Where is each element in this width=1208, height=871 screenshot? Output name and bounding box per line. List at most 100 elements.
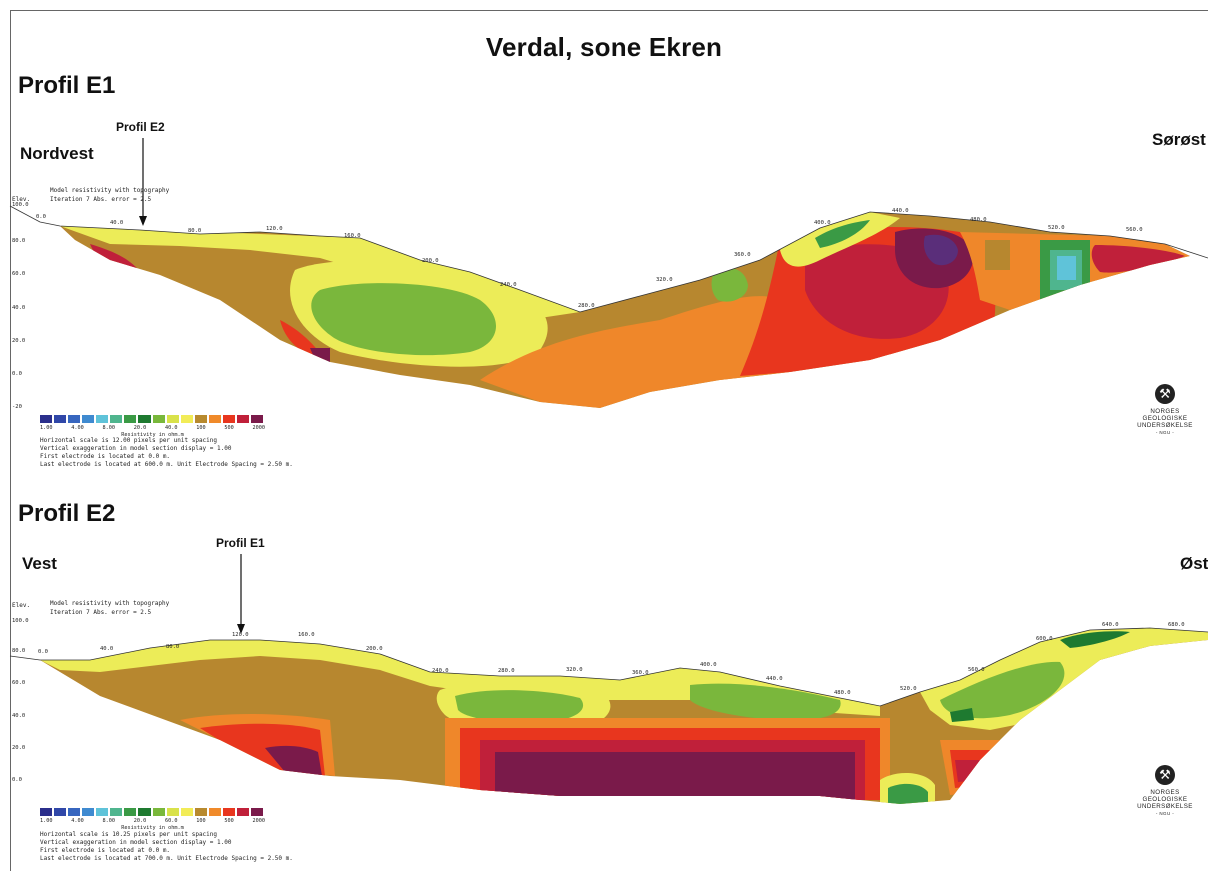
scale-tick: 4.00 [71,425,84,431]
color-scale-bar [40,808,265,816]
color-swatch [152,808,165,816]
color-swatch [96,415,109,423]
profile-e1-elev-axis: 100.0 80.0 60.0 40.0 20.0 0.0 -20 [12,202,29,410]
dist-tick: 40.0 [100,646,113,652]
color-swatch [166,808,179,816]
elev-tick: 20.0 [12,338,25,344]
scale-tick: 1.00 [40,425,53,431]
scale-tick: 500 [224,818,234,824]
scale-tick: 8.00 [102,425,116,431]
ngu-logo-text: NORGES GEOLOGISKE UNDERSØKELSE - NGU - [1137,789,1193,816]
profile-e2-iteration: Iteration 7 Abs. error = 2.5 [50,609,152,616]
profile-e2-elev-axis: 100.0 80.0 60.0 40.0 20.0 0.0 [12,618,29,783]
note-line: Last electrode is located at 600.0 m. Un… [40,461,293,468]
color-swatch [54,808,67,816]
color-swatch [124,808,137,816]
dist-tick: 0.0 [38,649,48,655]
figure-frame [10,10,1208,871]
color-swatch [68,415,81,423]
profile-e1-section: 100.0 80.0 60.0 40.0 20.0 0.0 -20 0.0 40… [9,138,1208,410]
note-line: Horizontal scale is 10.25 pixels per uni… [40,831,218,838]
color-swatch [250,415,263,423]
dist-tick: 640.0 [1102,622,1119,628]
elev-tick: 100.0 [12,202,29,208]
scale-tick: 100 [196,818,206,824]
dist-tick: 240.0 [432,668,449,674]
dist-tick: 680.0 [1168,622,1185,628]
note-line: Vertical exaggeration in model section d… [40,445,232,452]
scale-tick: 1.00 [40,818,53,824]
dist-tick: 480.0 [834,690,851,696]
color-swatch [40,808,53,816]
profile-e2-colorscale: 1.00 4.00 8.00 20.0 60.0 100 500 2000 Re… [40,808,265,831]
dist-tick: 560.0 [1126,227,1143,233]
scale-tick: 4.00 [71,818,84,824]
profile-e1-heading: Profil E1 [18,72,116,99]
dist-tick: 520.0 [900,686,917,692]
profile-e2-section: 100.0 80.0 60.0 40.0 20.0 0.0 0.0 40.0 8… [9,554,1208,804]
profile-e1-section-title: Model resistivity with topography [50,187,170,194]
color-swatch [96,808,109,816]
profile-e1-dir-left: Nordvest [20,144,94,163]
color-swatch [236,415,249,423]
color-swatch [68,808,81,816]
scale-tick: 8.00 [102,818,116,824]
color-swatch [194,808,207,816]
color-scale-bar [40,415,265,423]
color-swatch [166,415,179,423]
elev-tick: 60.0 [12,680,25,686]
dist-tick: 240.0 [500,282,517,288]
profile-e2-elev-label: Elev. [12,602,31,609]
note-line: Last electrode is located at 700.0 m. Un… [40,855,293,862]
dist-tick: 400.0 [700,662,717,668]
dist-tick: 520.0 [1048,225,1065,231]
profile-e2-distance-axis: 0.0 40.0 80.0 120.0 160.0 200.0 240.0 28… [38,622,1185,696]
color-swatch [208,415,221,423]
profile-e1-iteration: Iteration 7 Abs. error = 2.5 [50,196,152,203]
color-swatch [124,415,137,423]
dist-tick: 400.0 [814,220,831,226]
dist-tick: 120.0 [232,632,249,638]
color-swatch [54,415,67,423]
dist-tick: 320.0 [656,277,673,283]
elev-tick: 40.0 [12,305,25,311]
elev-tick: -20 [12,404,22,410]
dist-tick: 440.0 [892,208,909,214]
dist-tick: 360.0 [632,670,649,676]
scale-tick: 2000 [252,425,266,431]
ngu-logo: ⚒ NORGES GEOLOGISKE UNDERSØKELSE - NGU - [1130,765,1200,817]
elev-tick: 60.0 [12,271,25,277]
elev-tick: 80.0 [12,238,25,244]
color-scale-ticks: 1.00 4.00 8.00 20.0 40.0 100 500 2000 [40,425,265,431]
crossed-hammers-icon: ⚒ [1155,765,1175,785]
elev-tick: 20.0 [12,745,25,751]
profile-e2-notes: Horizontal scale is 10.25 pixels per uni… [40,831,293,863]
dist-tick: 560.0 [968,667,985,673]
elev-tick: 0.0 [12,777,22,783]
color-scale-label: Resistivity in ohm.m [121,825,184,831]
color-swatch [152,415,165,423]
color-scale-label: Resistivity in ohm.m [121,432,184,438]
ngu-logo: ⚒ NORGES GEOLOGISKE UNDERSØKELSE - NGU - [1130,384,1200,436]
elev-tick: 40.0 [12,713,25,719]
color-swatch [138,808,151,816]
color-swatch [250,808,263,816]
color-swatch [138,415,151,423]
dist-tick: 120.0 [266,226,283,232]
profile-e2-dir-right: Øst [1180,554,1208,573]
profile-e1-elev-label: Elev. [12,196,31,203]
scale-tick: 60.0 [165,818,178,824]
profile-e2-section-title: Model resistivity with topography [50,600,170,607]
profile-e1-colorscale: 1.00 4.00 8.00 20.0 40.0 100 500 2000 Re… [40,415,265,438]
ngu-logo-text: NORGES GEOLOGISKE UNDERSØKELSE - NGU - [1137,408,1193,435]
scale-tick: 20.0 [133,425,147,431]
color-swatch [82,808,95,816]
scale-tick: 2000 [252,818,266,824]
color-swatch [110,415,123,423]
color-swatch [236,808,249,816]
dist-tick: 160.0 [344,233,361,239]
scale-tick: 20.0 [133,818,147,824]
note-line: First electrode is located at 0.0 m. [40,453,171,460]
scale-tick: 500 [224,425,234,431]
profile-e1-marker-label: Profil E2 [116,120,165,134]
